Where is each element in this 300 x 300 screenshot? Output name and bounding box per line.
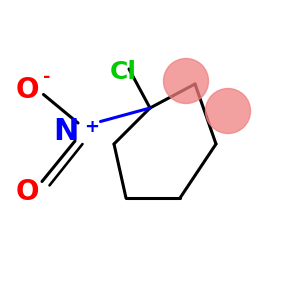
Circle shape	[206, 88, 250, 134]
Text: -: -	[43, 68, 50, 85]
Text: N: N	[53, 118, 79, 146]
Text: O: O	[15, 76, 39, 104]
Text: Cl: Cl	[110, 60, 136, 84]
Circle shape	[164, 58, 208, 104]
Text: O: O	[15, 178, 39, 206]
Text: +: +	[84, 118, 99, 136]
